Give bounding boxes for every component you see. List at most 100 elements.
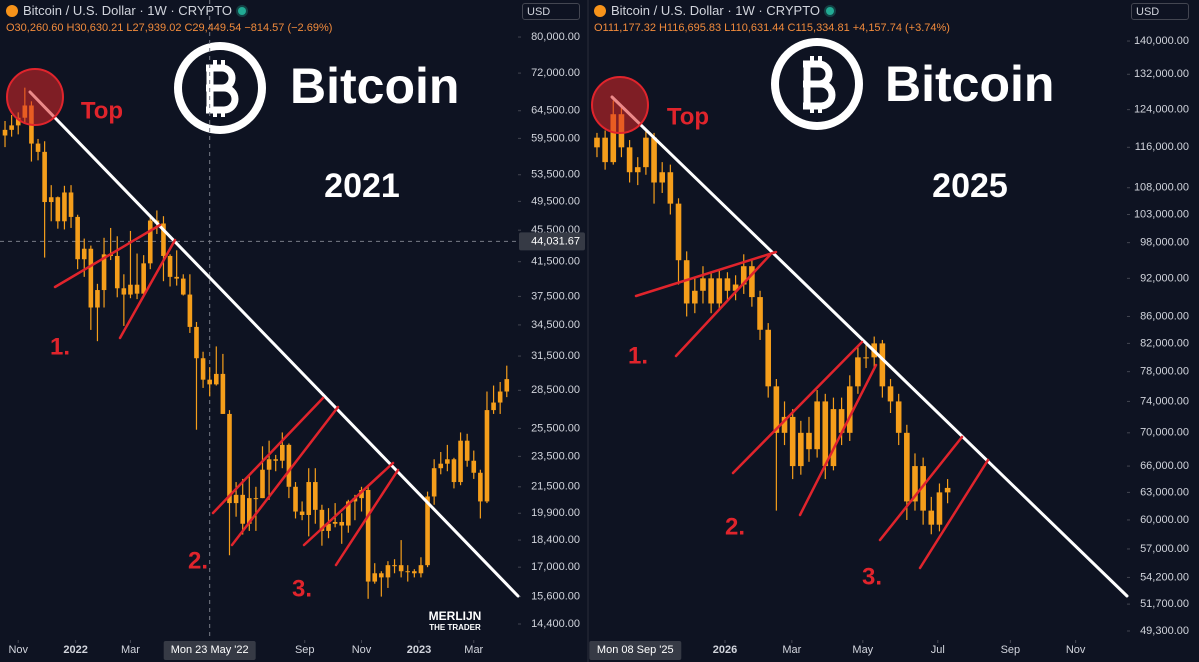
candle-body <box>81 248 87 260</box>
x-tick-label: May <box>852 644 873 656</box>
candle-body <box>773 386 780 433</box>
candle-body <box>643 137 649 168</box>
candle-body <box>822 401 829 467</box>
x-tick-label: Sep <box>1001 644 1021 656</box>
x-tick-label: Mar <box>464 644 483 656</box>
candle-body <box>121 288 127 295</box>
currency-select[interactable]: USD <box>522 3 580 20</box>
x-tick-label: Mar <box>121 644 140 656</box>
candle-body <box>895 401 902 433</box>
ohlc-row: O30,260.60 H30,630.21 L27,939.02 C29,449.54… <box>6 22 335 34</box>
candle-body <box>830 409 837 467</box>
y-tick-label: 14,400.00 <box>531 618 580 630</box>
candle-body <box>626 147 633 173</box>
candle-body <box>9 125 14 130</box>
live-indicator <box>238 7 247 15</box>
candle-body <box>683 260 690 304</box>
crosshair-date-box <box>163 641 256 660</box>
candle-body <box>141 263 146 294</box>
header-title-row: Bitcoin / U.S. Dollar · 1W · CRYPTO <box>594 3 953 18</box>
y-tick-label: 19,900.00 <box>531 507 580 519</box>
candle-body <box>42 151 47 203</box>
candle-body <box>846 386 853 433</box>
candle-body <box>887 386 894 402</box>
candle-body <box>398 565 404 572</box>
y-tick-label: 28,500.00 <box>531 384 580 396</box>
annotation-label: 1. <box>50 333 70 360</box>
candle-body <box>708 278 714 304</box>
y-tick-label: 108,000.00 <box>1134 182 1189 194</box>
y-tick-label: 17,000.00 <box>531 561 580 573</box>
y-tick-label: 116,000.00 <box>1135 141 1189 153</box>
candle-body <box>675 203 682 261</box>
brand-text: MERLIJN <box>429 609 482 623</box>
candle-body <box>667 172 674 204</box>
year-label: 2021 <box>324 167 400 205</box>
candle-body <box>405 571 411 573</box>
candle-body <box>260 469 265 499</box>
candle-body <box>464 440 470 461</box>
currency-select[interactable]: USD <box>1131 3 1189 20</box>
y-tick-label: 98,000.00 <box>1140 237 1189 249</box>
candle-body <box>944 487 951 493</box>
candle-body <box>128 284 133 295</box>
header-title-row: Bitcoin / U.S. Dollar · 1W · CRYPTO <box>6 3 335 18</box>
candle-body <box>732 284 739 291</box>
candle-body <box>372 573 378 582</box>
brand-text: THE TRADER <box>429 623 481 632</box>
candle-body <box>838 409 845 433</box>
y-tick-label: 34,500.00 <box>531 319 580 331</box>
live-indicator <box>826 7 835 15</box>
ohlc-value: H116,695.83 <box>658 22 722 34</box>
candle-body <box>339 521 345 526</box>
candle-body <box>412 571 417 574</box>
candle-body <box>855 357 861 387</box>
candle-body <box>445 459 450 464</box>
candle-body <box>332 521 338 524</box>
chart-header: Bitcoin / U.S. Dollar · 1W · CRYPTO O111,… <box>594 3 953 34</box>
y-tick-label: 25,500.00 <box>531 422 580 434</box>
y-tick-label: 54,200.00 <box>1140 571 1189 583</box>
candle-body <box>293 486 298 512</box>
candle-body <box>299 511 305 515</box>
candle-body <box>187 294 193 327</box>
candle-body <box>266 459 272 470</box>
candle-body <box>114 255 120 289</box>
candle-body <box>484 410 490 502</box>
x-tick-label: 2023 <box>407 644 431 656</box>
candle-body <box>789 416 796 467</box>
crosshair-date-label: Mon 23 May '22 <box>171 644 249 656</box>
candle-body <box>814 401 820 450</box>
candle-body <box>425 496 430 566</box>
y-tick-label: 18,400.00 <box>531 534 580 546</box>
ohlc-value: −814.57 (−2.69%) <box>244 22 333 34</box>
y-tick-label: 21,500.00 <box>531 481 580 493</box>
candle-body <box>2 129 8 136</box>
candle-body <box>497 391 503 403</box>
candle-body <box>48 197 54 203</box>
chart-panel: 80,000.00 72,000.00 64,500.00 59,500.00 53,5… <box>0 0 585 660</box>
watermark-text: Bitcoin <box>290 58 459 114</box>
annotation-label: 1. <box>628 342 648 369</box>
candle-body <box>594 137 600 148</box>
candle-body <box>438 463 444 469</box>
annotation-lines <box>591 76 1129 598</box>
candle-body <box>15 117 21 126</box>
ohlc-value: C29,449.54 <box>184 22 242 34</box>
crosshair-price-box <box>519 232 585 251</box>
candle-body <box>286 444 292 487</box>
candle-body <box>451 459 457 483</box>
candle-body <box>207 379 212 385</box>
candle-body <box>798 432 804 467</box>
candle-body <box>379 573 384 578</box>
candle-body <box>359 489 364 499</box>
candle-body <box>346 501 351 526</box>
candle-body <box>147 220 153 264</box>
ohlc-value: O111,177.32 <box>594 22 656 34</box>
candle-body <box>491 402 496 411</box>
x-tick-label: Jul <box>931 644 945 656</box>
y-tick-label: 49,500.00 <box>531 195 580 207</box>
y-tick-label: 60,000.00 <box>1140 514 1189 526</box>
watermark-text: Bitcoin <box>885 56 1054 112</box>
